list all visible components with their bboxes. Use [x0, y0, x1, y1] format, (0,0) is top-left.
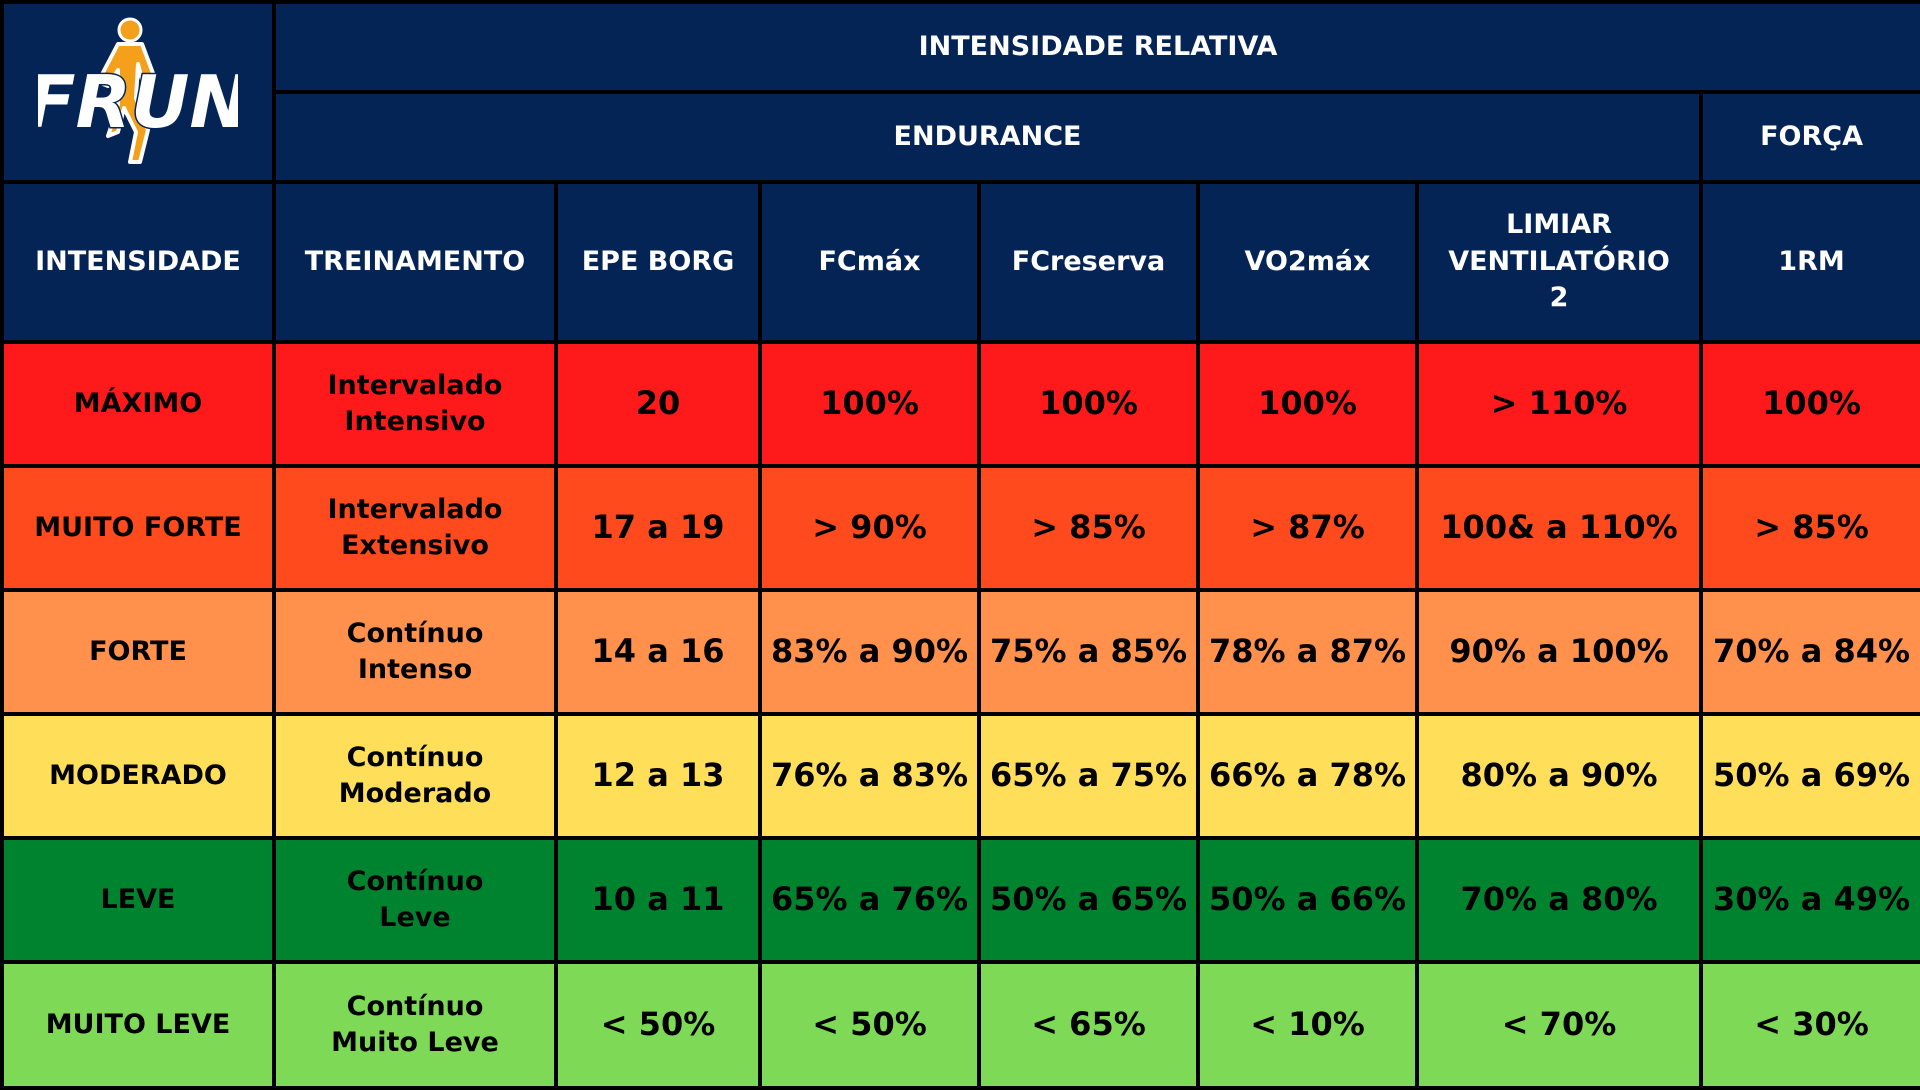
treinamento-line: Extensivo: [341, 530, 489, 561]
cell-fcmax: 100%: [758, 340, 981, 468]
cell-rm: 70% a 84%: [1698, 588, 1920, 716]
col-header-limiar-line3: 2: [1549, 282, 1569, 314]
cell-rm: > 85%: [1698, 464, 1920, 592]
cell-limiar: < 70%: [1415, 960, 1703, 1090]
cell-fcreserva: > 85%: [977, 464, 1200, 592]
cell-rm: 100%: [1698, 340, 1920, 468]
col-header-1rm: 1RM: [1698, 180, 1920, 344]
cell-treinamento: Intervalado Extensivo: [272, 464, 558, 592]
table-row: MÁXIMO Intervalado Intensivo 20 100% 100% 100%…: [0, 340, 1920, 468]
cell-fcmax: < 50%: [758, 960, 981, 1090]
cell-fcreserva: 75% a 85%: [977, 588, 1200, 716]
col-header-limiar-line2: VENTILATÓRIO: [1448, 245, 1670, 277]
cell-epe-borg: 12 a 13: [554, 712, 762, 840]
cell-vo2max: < 10%: [1196, 960, 1419, 1090]
cell-intensidade: MUITO FORTE: [0, 464, 276, 592]
col-header-intensidade: INTENSIDADE: [0, 180, 276, 344]
treinamento-line: Intensivo: [344, 406, 486, 437]
cell-epe-borg: 17 a 19: [554, 464, 762, 592]
treinamento-line: Contínuo: [346, 990, 484, 1022]
col-header-limiar: LIMIAR VENTILATÓRIO 2: [1415, 180, 1703, 344]
col-header-fcreserva: FCreserva: [977, 180, 1200, 344]
cell-fcmax: > 90%: [758, 464, 981, 592]
cell-fcreserva: 100%: [977, 340, 1200, 468]
logo-text: FRUN: [38, 60, 238, 144]
cell-rm: 30% a 49%: [1698, 836, 1920, 964]
col-header-epe-borg: EPE BORG: [554, 180, 762, 344]
header-intensidade-relativa: INTENSIDADE RELATIVA: [271, 0, 1920, 94]
treinamento-line: Intervalado: [327, 493, 503, 525]
cell-intensidade: MODERADO: [0, 712, 276, 840]
cell-treinamento: Contínuo Intenso: [272, 588, 558, 716]
table-row: MUITO LEVE Contínuo Muito Leve < 50% < 50% < …: [0, 960, 1920, 1090]
logo: FRUN: [0, 0, 276, 184]
cell-vo2max: 66% a 78%: [1196, 712, 1419, 840]
cell-epe-borg: 10 a 11: [554, 836, 762, 964]
cell-treinamento: Intervalado Intensivo: [272, 340, 558, 468]
cell-epe-borg: < 50%: [554, 960, 762, 1090]
col-header-vo2max: VO2máx: [1196, 180, 1419, 344]
cell-vo2max: > 87%: [1196, 464, 1419, 592]
treinamento-line: Muito Leve: [331, 1027, 499, 1058]
cell-intensidade: FORTE: [0, 588, 276, 716]
cell-treinamento: Contínuo Moderado: [272, 712, 558, 840]
cell-limiar: 70% a 80%: [1415, 836, 1703, 964]
cell-fcmax: 83% a 90%: [758, 588, 981, 716]
cell-vo2max: 100%: [1196, 340, 1419, 468]
cell-fcreserva: 65% a 75%: [977, 712, 1200, 840]
cell-epe-borg: 14 a 16: [554, 588, 762, 716]
cell-limiar: 90% a 100%: [1415, 588, 1703, 716]
cell-limiar: > 110%: [1415, 340, 1703, 468]
treinamento-line: Intenso: [357, 654, 473, 685]
treinamento-line: Moderado: [338, 778, 492, 809]
treinamento-line: Contínuo: [346, 617, 484, 649]
treinamento-line: Contínuo: [346, 865, 484, 897]
treinamento-line: Leve: [379, 902, 451, 933]
cell-fcreserva: 50% a 65%: [977, 836, 1200, 964]
cell-fcreserva: < 65%: [977, 960, 1200, 1090]
runner-icon: FRUN: [38, 17, 238, 164]
table-row: MUITO FORTE Intervalado Extensivo 17 a 19 > …: [0, 464, 1920, 592]
cell-rm: < 30%: [1698, 960, 1920, 1090]
cell-fcmax: 76% a 83%: [758, 712, 981, 840]
cell-treinamento: Contínuo Leve: [272, 836, 558, 964]
table-row: MODERADO Contínuo Moderado 12 a 13 76% a 83%…: [0, 712, 1920, 840]
cell-limiar: 100& a 110%: [1415, 464, 1703, 592]
cell-intensidade: MUITO LEVE: [0, 960, 276, 1090]
header-endurance: ENDURANCE: [272, 90, 1703, 184]
table-row: LEVE Contínuo Leve 10 a 11 65% a 76% 50% a 65…: [0, 836, 1920, 964]
header-forca: FORÇA: [1698, 90, 1920, 184]
col-header-fcmax: FCmáx: [758, 180, 981, 344]
table-row: FORTE Contínuo Intenso 14 a 16 83% a 90% 75% …: [0, 588, 1920, 716]
cell-intensidade: MÁXIMO: [0, 340, 276, 468]
cell-vo2max: 78% a 87%: [1196, 588, 1419, 716]
cell-vo2max: 50% a 66%: [1196, 836, 1419, 964]
cell-rm: 50% a 69%: [1698, 712, 1920, 840]
cell-intensidade: LEVE: [0, 836, 276, 964]
cell-treinamento: Contínuo Muito Leve: [272, 960, 558, 1090]
cell-limiar: 80% a 90%: [1415, 712, 1703, 840]
cell-epe-borg: 20: [554, 340, 762, 468]
treinamento-line: Intervalado: [327, 369, 503, 401]
col-header-limiar-line1: LIMIAR: [1506, 209, 1612, 241]
treinamento-line: Contínuo: [346, 741, 484, 773]
col-header-treinamento: TREINAMENTO: [272, 180, 558, 344]
cell-fcmax: 65% a 76%: [758, 836, 981, 964]
